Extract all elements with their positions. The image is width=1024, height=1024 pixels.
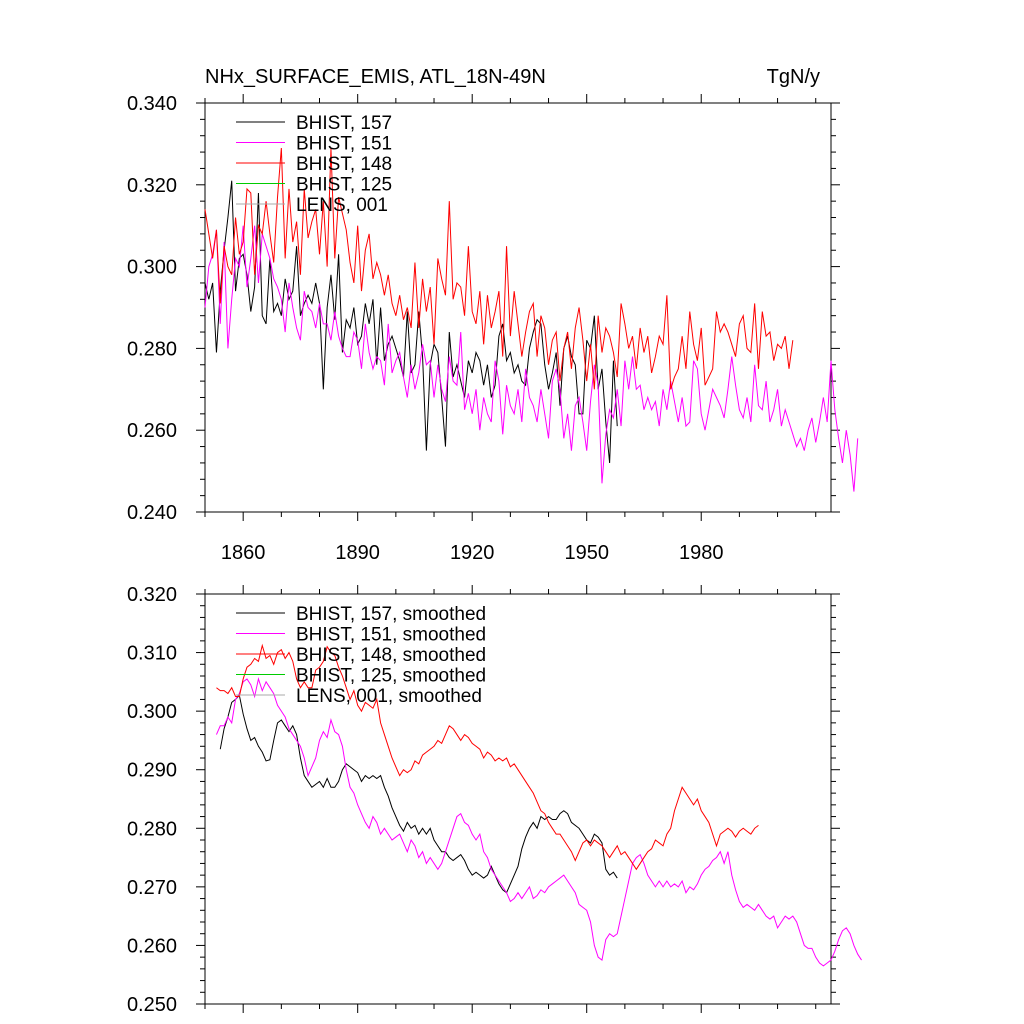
y-tick-label: 0.250 bbox=[127, 994, 177, 1016]
legend-label: LENS, 001 bbox=[296, 195, 388, 216]
series-line-bhist-148 bbox=[204, 147, 794, 390]
series-line-bhist-151-smoothed bbox=[215, 677, 862, 967]
bottom-panel-smoothed: 0.250 0.260 0.270 0.280 0.290 0.300 0.310 0.320… bbox=[127, 584, 862, 1016]
legend-label: BHIST, 151 bbox=[296, 134, 392, 155]
series-line-bhist-148-smoothed bbox=[216, 643, 759, 871]
legend-label: LENS, 001, smoothed bbox=[296, 686, 482, 707]
y-tick-label: 0.280 bbox=[127, 338, 177, 360]
y-tick-label: 0.300 bbox=[127, 257, 177, 279]
legend-label: BHIST, 151, smoothed bbox=[296, 625, 486, 646]
y-tick-label: 0.240 bbox=[127, 502, 177, 524]
legend-label: BHIST, 148, smoothed bbox=[296, 645, 486, 666]
y-tick-label: 0.320 bbox=[127, 175, 177, 197]
y-tick-label: 0.340 bbox=[127, 93, 177, 115]
plot-frame bbox=[204, 593, 832, 1005]
legend-label: BHIST, 157 bbox=[296, 113, 392, 134]
legend-label: BHIST, 125 bbox=[296, 175, 392, 196]
x-tick-label: 1980 bbox=[679, 542, 724, 564]
units-label: TgN/y bbox=[767, 66, 820, 88]
y-tick-label: 0.280 bbox=[127, 818, 177, 840]
y-tick-label: 0.260 bbox=[127, 420, 177, 442]
legend-label: BHIST, 125, smoothed bbox=[296, 666, 486, 687]
y-tick-label: 0.290 bbox=[127, 760, 177, 782]
y-tick-label: 0.320 bbox=[127, 584, 177, 606]
x-tick-label: 1950 bbox=[564, 542, 609, 564]
legend-label: BHIST, 157, smoothed bbox=[296, 604, 486, 625]
series-line-bhist-157-smoothed bbox=[219, 694, 618, 894]
y-tick-label: 0.260 bbox=[127, 935, 177, 957]
chart-title: NHx_SURFACE_EMIS, ATL_18N-49N bbox=[205, 66, 546, 88]
series-line-bhist-151 bbox=[204, 225, 859, 492]
top-panel-raw: 0.240 0.260 0.280 0.300 0.320 0.340 1860 1890 19… bbox=[127, 93, 859, 564]
legend-label: BHIST, 148 bbox=[296, 154, 392, 175]
x-tick-label: 1920 bbox=[450, 542, 495, 564]
x-tick-label: 1890 bbox=[335, 542, 380, 564]
x-tick-label: 1860 bbox=[221, 542, 266, 564]
y-tick-label: 0.300 bbox=[127, 701, 177, 723]
y-tick-label: 0.270 bbox=[127, 877, 177, 899]
series-line-bhist-157 bbox=[204, 180, 618, 463]
y-tick-label: 0.310 bbox=[127, 643, 177, 665]
